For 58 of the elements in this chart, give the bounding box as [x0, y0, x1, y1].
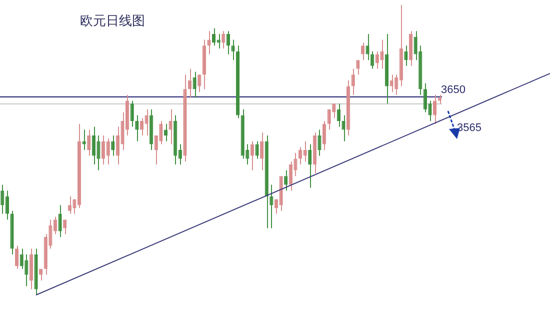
text: 3565 — [457, 122, 482, 134]
candlestick — [380, 39, 384, 70]
annotation: 3650 — [441, 84, 466, 96]
candlestick — [318, 129, 322, 156]
candlestick — [428, 100, 432, 122]
candlestick — [308, 144, 312, 188]
candlestick — [15, 245, 19, 270]
candlestick — [207, 30, 211, 55]
candlestick — [375, 50, 379, 70]
candlestick — [370, 50, 374, 70]
candlestick — [198, 74, 202, 92]
candlestick — [5, 190, 10, 220]
candlestick — [284, 170, 288, 192]
candlestick — [63, 219, 67, 235]
candlestick — [168, 108, 172, 145]
candlestick — [336, 103, 341, 128]
candlestick — [366, 34, 370, 61]
candlestick — [298, 146, 302, 165]
candlestick — [68, 196, 72, 214]
candlestick — [154, 135, 158, 165]
candlestick — [130, 100, 134, 128]
candlestick — [159, 120, 163, 145]
candlestick — [360, 42, 365, 61]
candlestick — [246, 144, 250, 165]
candlestick — [192, 71, 196, 98]
candlestick — [92, 126, 96, 165]
candlestick — [96, 135, 100, 171]
text: 欧元日线图 — [80, 13, 145, 30]
candlestick — [414, 30, 418, 61]
candlestick — [332, 103, 336, 119]
candlestick — [20, 248, 24, 270]
candlestick — [294, 152, 298, 177]
candlestick — [222, 30, 226, 49]
candlestick — [356, 60, 360, 76]
candlestick — [188, 68, 192, 98]
candlestick — [288, 161, 292, 192]
candlestick — [87, 129, 91, 156]
candlestick — [327, 108, 331, 130]
candlestick — [432, 94, 437, 124]
candlestick — [423, 82, 427, 113]
candlestick — [24, 254, 28, 287]
candlestick — [351, 68, 355, 96]
candlestick — [250, 140, 254, 171]
candlestick — [140, 118, 144, 136]
candlestick — [322, 120, 326, 150]
candlestick — [255, 140, 259, 160]
candlestick — [135, 114, 139, 142]
candlestick — [164, 123, 168, 142]
candlestick — [101, 135, 106, 165]
candlestick — [111, 135, 115, 156]
candlestick — [212, 28, 216, 46]
candlestick — [404, 45, 408, 66]
candlestick — [58, 204, 62, 238]
candlestick — [270, 184, 274, 229]
candlestick — [260, 132, 264, 171]
candlestick — [342, 114, 346, 142]
candlestick — [231, 39, 235, 61]
candlestick — [226, 30, 230, 55]
